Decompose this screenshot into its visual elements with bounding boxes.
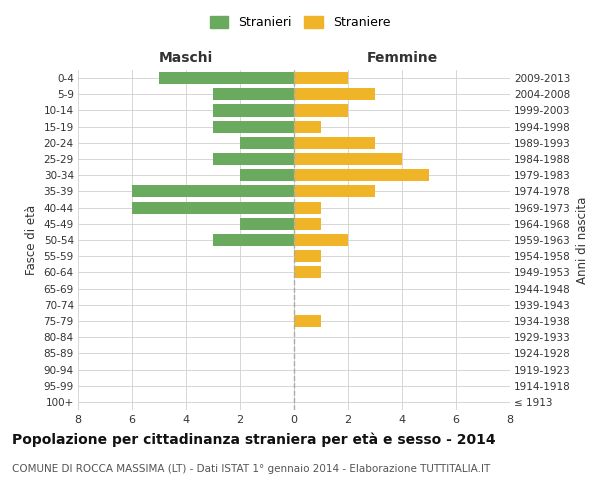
Bar — [132, 186, 294, 198]
Bar — [132, 202, 294, 213]
Bar — [294, 315, 321, 327]
Text: Popolazione per cittadinanza straniera per età e sesso - 2014: Popolazione per cittadinanza straniera p… — [12, 432, 496, 447]
Bar — [294, 234, 348, 246]
Bar — [294, 186, 375, 198]
Y-axis label: Anni di nascita: Anni di nascita — [577, 196, 589, 284]
Bar — [294, 120, 321, 132]
Bar — [294, 72, 348, 84]
Bar — [213, 104, 294, 117]
Bar — [213, 120, 294, 132]
Bar — [213, 234, 294, 246]
Bar — [159, 72, 294, 84]
Bar — [294, 169, 429, 181]
Y-axis label: Fasce di età: Fasce di età — [25, 205, 38, 275]
Bar — [294, 266, 321, 278]
Text: Maschi: Maschi — [159, 51, 213, 65]
Bar — [294, 88, 375, 101]
Bar — [240, 137, 294, 149]
Bar — [294, 153, 402, 165]
Bar — [294, 104, 348, 117]
Bar — [213, 88, 294, 101]
Text: Femmine: Femmine — [367, 51, 437, 65]
Legend: Stranieri, Straniere: Stranieri, Straniere — [205, 11, 395, 34]
Bar — [240, 169, 294, 181]
Bar — [294, 218, 321, 230]
Bar — [294, 202, 321, 213]
Bar — [294, 250, 321, 262]
Bar — [213, 153, 294, 165]
Bar — [240, 218, 294, 230]
Text: COMUNE DI ROCCA MASSIMA (LT) - Dati ISTAT 1° gennaio 2014 - Elaborazione TUTTITA: COMUNE DI ROCCA MASSIMA (LT) - Dati ISTA… — [12, 464, 490, 474]
Bar — [294, 137, 375, 149]
